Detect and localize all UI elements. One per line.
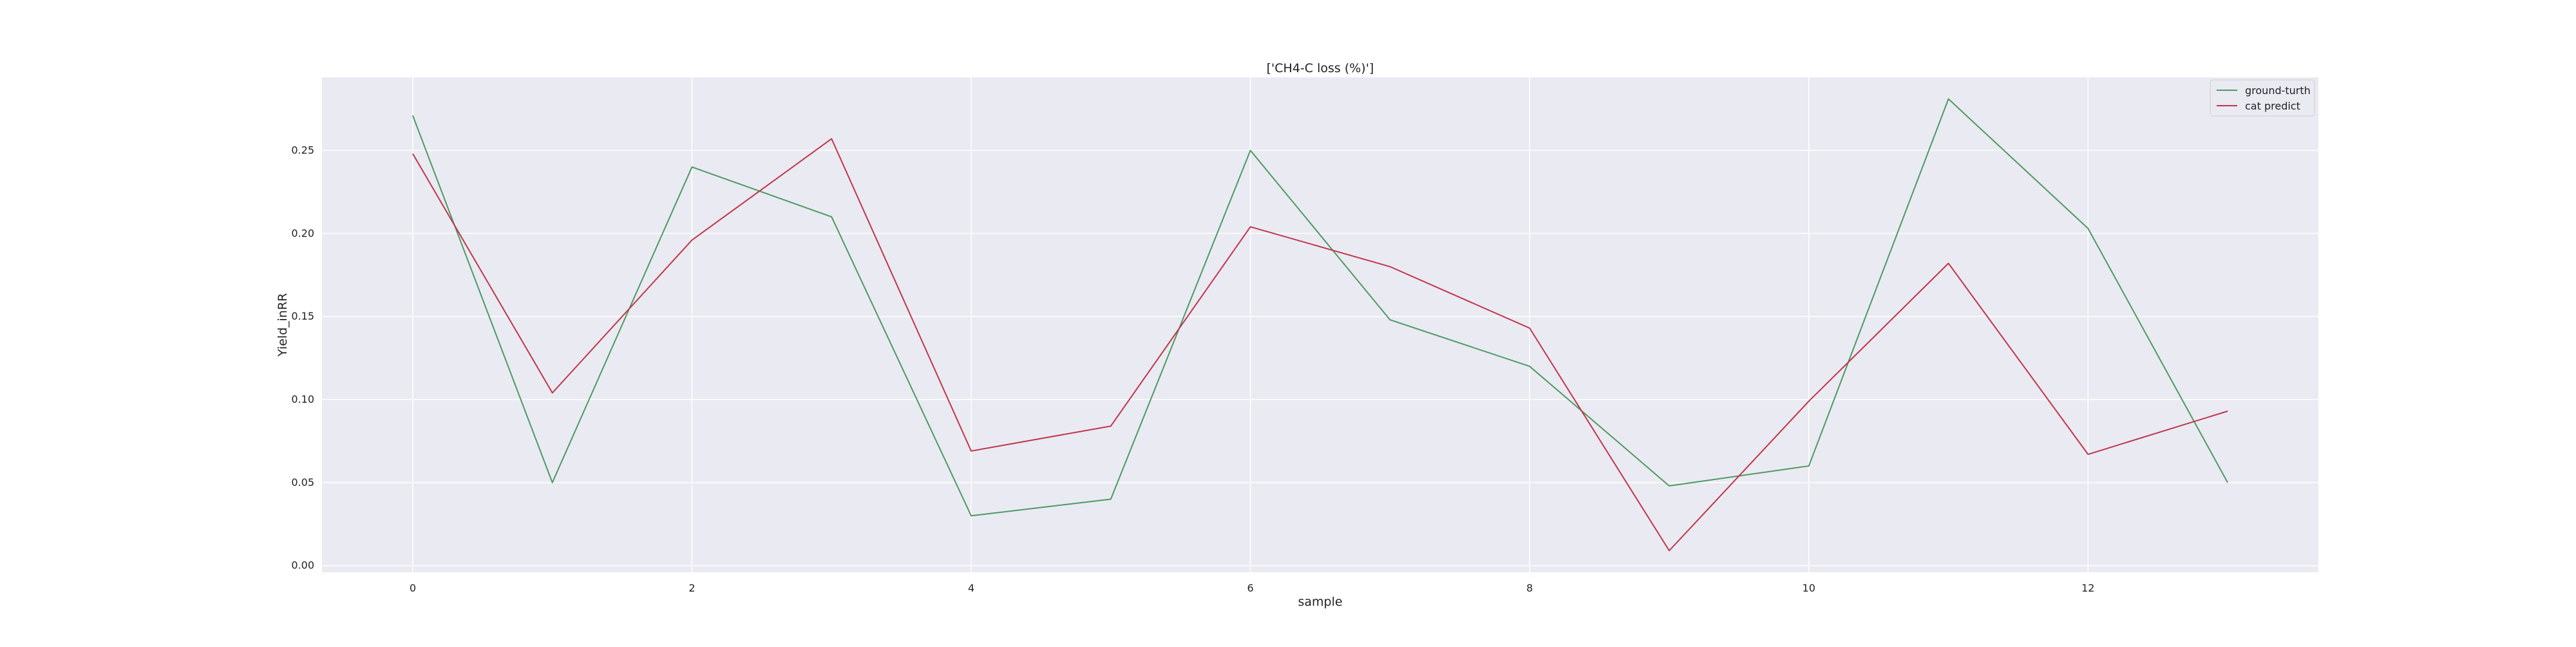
y-tick-label: 0.10	[291, 393, 314, 405]
x-tick-label: 6	[1247, 582, 1254, 594]
x-tick-label: 0	[410, 582, 416, 594]
chart-title: ['CH4-C loss (%)']	[1267, 61, 1374, 75]
x-tick-label: 4	[968, 582, 974, 594]
y-tick-label: 0.00	[291, 559, 314, 572]
legend-label-cat-predict: cat predict	[2245, 100, 2300, 112]
x-tick-label: 10	[1803, 582, 1815, 594]
y-tick-label: 0.05	[291, 476, 314, 488]
legend-label-ground-turth: ground-turth	[2245, 84, 2311, 97]
legend: ground-turth cat predict	[2210, 79, 2315, 117]
y-tick-label: 0.25	[291, 144, 314, 156]
y-axis-label: Yield_inRR	[276, 293, 290, 357]
y-tick-label: 0.20	[291, 227, 314, 239]
x-tick-label: 8	[1526, 582, 1533, 594]
series-line-ground-turth	[412, 98, 2228, 517]
legend-box	[2210, 79, 2315, 117]
x-axis-label: sample	[1298, 595, 1342, 609]
plot-area	[322, 77, 2318, 572]
series-lines	[412, 98, 2228, 552]
y-tick-label: 0.15	[291, 310, 314, 322]
series-line-cat-predict	[412, 138, 2228, 552]
x-tick-labels: 0 2 4 6 8 10 12	[410, 582, 2095, 594]
grid-lines	[322, 77, 2318, 572]
x-tick-label: 2	[688, 582, 695, 594]
y-tick-labels: 0.00 0.05 0.10 0.15 0.20 0.25	[291, 144, 314, 571]
x-tick-label: 12	[2081, 582, 2094, 594]
